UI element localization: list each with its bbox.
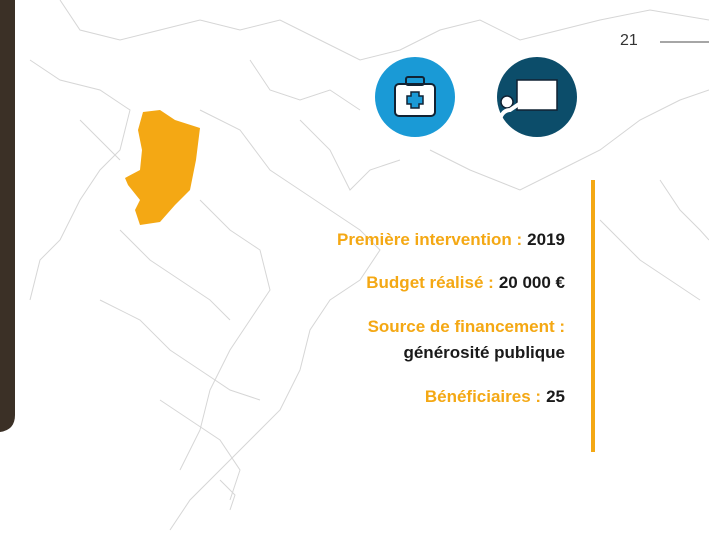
info-line: Première intervention :2019 (337, 227, 565, 253)
value: 2019 (527, 230, 565, 249)
label: Budget réalisé : (366, 273, 494, 292)
person-body (496, 98, 527, 129)
info-line: Bénéficiaires :25 (425, 384, 565, 410)
person-head (500, 95, 514, 109)
info-line: Budget réalisé :20 000 € (366, 270, 565, 296)
page-number: 21 (620, 32, 638, 49)
kit-handle (405, 76, 425, 86)
label: Première intervention : (337, 230, 523, 249)
value: générosité publique (403, 343, 565, 362)
value: 20 000 € (498, 273, 565, 292)
label: Bénéficiaires : (424, 387, 542, 406)
kit-cross (406, 91, 424, 109)
info-block: Source de financement : générosité publiq… (368, 314, 565, 366)
value: 25 (546, 387, 565, 406)
label: Source de financement : (367, 317, 565, 336)
chad-highlight (125, 110, 200, 225)
map-outlines (29, 0, 709, 531)
photo-edge (0, 0, 15, 432)
board (516, 79, 558, 111)
